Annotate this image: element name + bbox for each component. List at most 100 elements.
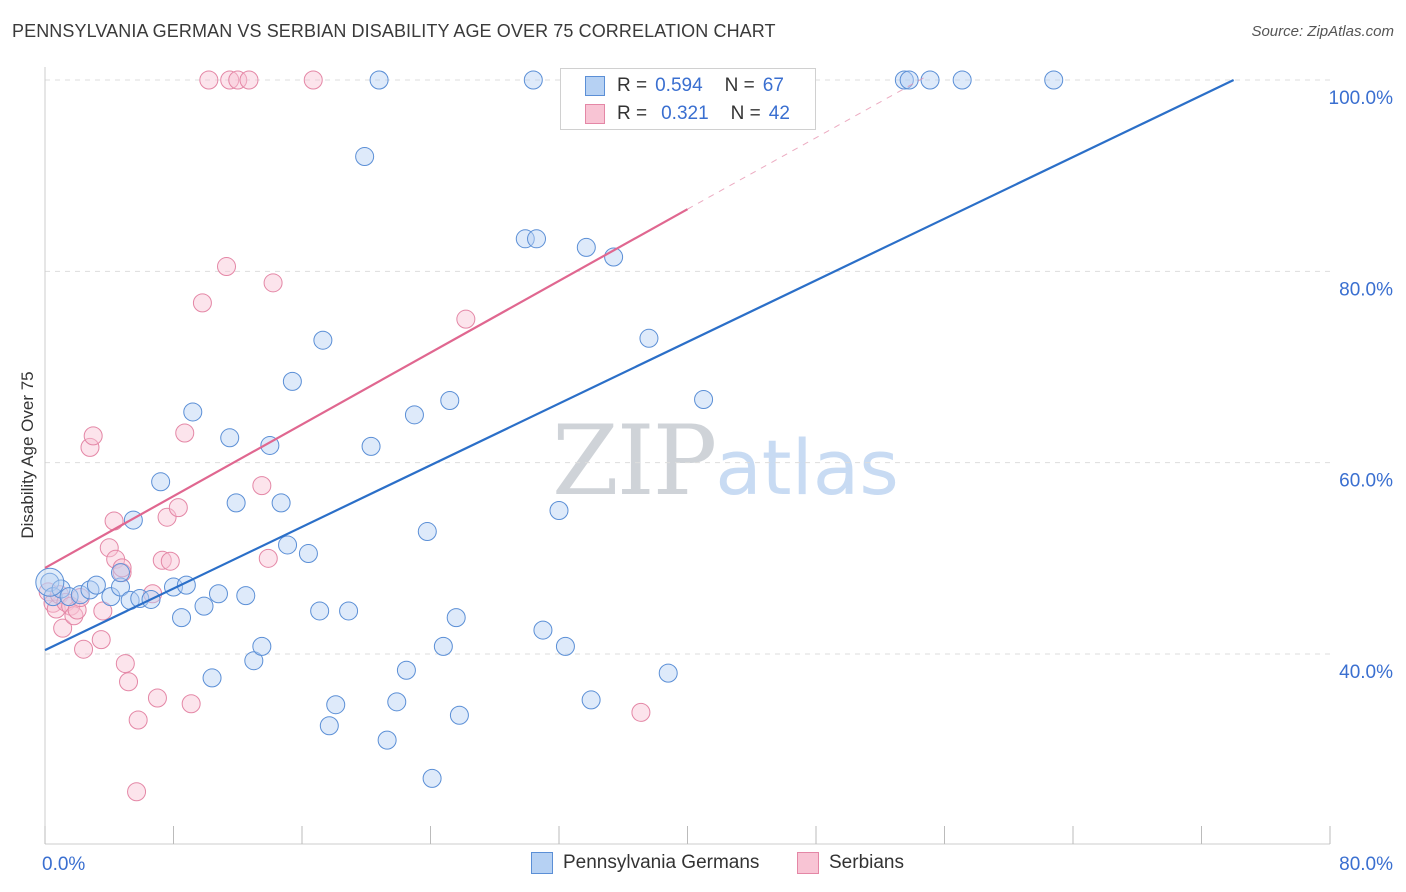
data-point-pennsylvania-germans <box>422 768 442 788</box>
trendline-serbians <box>44 208 689 569</box>
data-point-pennsylvania-germans <box>515 229 535 249</box>
data-point-serbians <box>104 511 124 531</box>
data-point-serbians <box>239 70 259 90</box>
data-point-pennsylvania-germans <box>70 585 90 605</box>
data-point-pennsylvania-germans <box>369 70 389 90</box>
data-point-serbians <box>456 309 476 329</box>
data-point-serbians <box>160 551 180 571</box>
data-point-pennsylvania-germans <box>271 493 291 513</box>
legend-row-pennsylvania-germans: R = 0.594 N = 67 <box>585 74 784 98</box>
data-point-pennsylvania-germans <box>899 70 919 90</box>
data-point-pennsylvania-germans <box>523 70 543 90</box>
data-point-pennsylvania-germans <box>282 371 302 391</box>
data-point-serbians <box>220 70 240 90</box>
data-point-pennsylvania-germans <box>1044 70 1064 90</box>
data-point-serbians <box>228 70 248 90</box>
series-name-serbians: Serbians <box>829 852 904 873</box>
data-point-pennsylvania-germans <box>952 70 972 90</box>
data-point-pennsylvania-germans <box>110 577 130 597</box>
data-point-pennsylvania-germans <box>404 405 424 425</box>
data-point-serbians <box>80 437 100 457</box>
data-point-pennsylvania-germans <box>417 522 437 542</box>
data-point-pennsylvania-germans <box>298 544 318 564</box>
data-point-pennsylvania-germans <box>894 70 914 90</box>
legend-n-label: N = <box>730 103 761 124</box>
data-point-pennsylvania-germans <box>576 237 596 257</box>
chart-title: PENNSYLVANIA GERMAN VS SERBIAN DISABILIT… <box>12 21 776 41</box>
data-point-pennsylvania-germans <box>326 695 346 715</box>
watermark-zip: ZIP <box>552 405 717 517</box>
data-point-pennsylvania-germans <box>313 330 333 350</box>
data-point-pennsylvania-germans <box>101 587 121 607</box>
data-point-pennsylvania-germans <box>549 501 569 520</box>
data-point-serbians <box>127 782 147 802</box>
watermark-atlas: atlas <box>715 423 899 512</box>
data-point-serbians <box>119 672 139 692</box>
data-point-pennsylvania-germans <box>194 596 214 616</box>
series-legend-pennsylvania-germans: Pennsylvania Germans <box>531 852 759 874</box>
data-point-pennsylvania-germans <box>43 587 63 607</box>
y-tick-label: 40.0% <box>1339 662 1393 683</box>
data-point-pennsylvania-germans <box>658 663 678 683</box>
data-point-pennsylvania-germans <box>278 535 298 555</box>
correlation-legend: R = 0.594 N = 67 R = 0.321 N = 42 <box>560 68 816 130</box>
legend-r-value: 0.594 <box>655 75 703 96</box>
legend-n-value: 67 <box>762 75 784 96</box>
data-point-pennsylvania-germans <box>377 730 397 750</box>
y-tick-label: 60.0% <box>1339 471 1393 492</box>
data-point-serbians <box>46 599 66 619</box>
data-point-pennsylvania-germans <box>202 668 222 688</box>
data-point-serbians <box>263 273 283 293</box>
data-point-pennsylvania-germans <box>319 716 339 736</box>
data-point-pennsylvania-germans <box>446 608 466 628</box>
data-point-pennsylvania-germans <box>440 390 460 410</box>
data-point-serbians <box>152 550 172 570</box>
data-point-serbians <box>83 426 103 446</box>
data-point-pennsylvania-germans <box>183 402 203 422</box>
data-point-serbians <box>631 702 651 722</box>
legend-n-label: N = <box>724 75 755 96</box>
series-legend-serbians: Serbians <box>797 852 904 874</box>
data-point-pennsylvania-germans <box>40 572 60 592</box>
data-point-pennsylvania-germans <box>252 636 272 656</box>
data-point-serbians <box>93 601 113 621</box>
data-point-pennsylvania-germans <box>361 436 381 456</box>
series-swatch-blue <box>531 852 553 874</box>
data-point-serbians <box>199 70 219 90</box>
data-point-serbians <box>168 498 188 518</box>
legend-n-value: 42 <box>768 103 790 124</box>
data-point-pennsylvania-germans <box>236 586 256 606</box>
data-point-serbians <box>147 688 167 708</box>
data-point-serbians <box>64 606 84 626</box>
legend-row-serbians: R = 0.321 N = 42 <box>585 102 790 126</box>
data-point-pennsylvania-germans <box>226 493 246 513</box>
data-point-serbians <box>181 694 201 714</box>
x-tick-label: 0.0% <box>42 854 85 875</box>
y-tick-label: 100.0% <box>1329 88 1394 109</box>
legend-swatch-pink <box>585 104 605 124</box>
data-point-pennsylvania-germans <box>449 705 469 725</box>
data-point-cluster <box>35 567 65 597</box>
legend-r-label: R = <box>617 103 648 124</box>
legend-r-value: 0.321 <box>661 103 709 124</box>
data-point-pennsylvania-germans <box>86 575 106 595</box>
series-name-pennsylvania-germans: Pennsylvania Germans <box>563 852 760 873</box>
data-point-serbians <box>91 630 111 650</box>
legend-r-label: R = <box>617 75 648 96</box>
data-point-pennsylvania-germans <box>244 651 264 671</box>
data-point-serbians <box>217 257 237 277</box>
data-point-pennsylvania-germans <box>527 229 547 249</box>
watermark: ZIPatlas <box>552 405 899 517</box>
data-point-serbians <box>128 710 148 730</box>
data-point-pennsylvania-germans <box>339 601 359 621</box>
x-tick-label: 80.0% <box>1339 854 1393 875</box>
data-point-pennsylvania-germans <box>433 636 453 656</box>
data-point-serbians <box>303 70 323 90</box>
data-point-pennsylvania-germans <box>555 636 575 656</box>
data-point-pennsylvania-germans <box>355 147 375 167</box>
data-point-pennsylvania-germans <box>694 390 714 410</box>
series-swatch-pink <box>797 852 819 874</box>
data-point-pennsylvania-germans <box>208 584 228 604</box>
source-credit: Source: ZipAtlas.com <box>1251 23 1394 40</box>
